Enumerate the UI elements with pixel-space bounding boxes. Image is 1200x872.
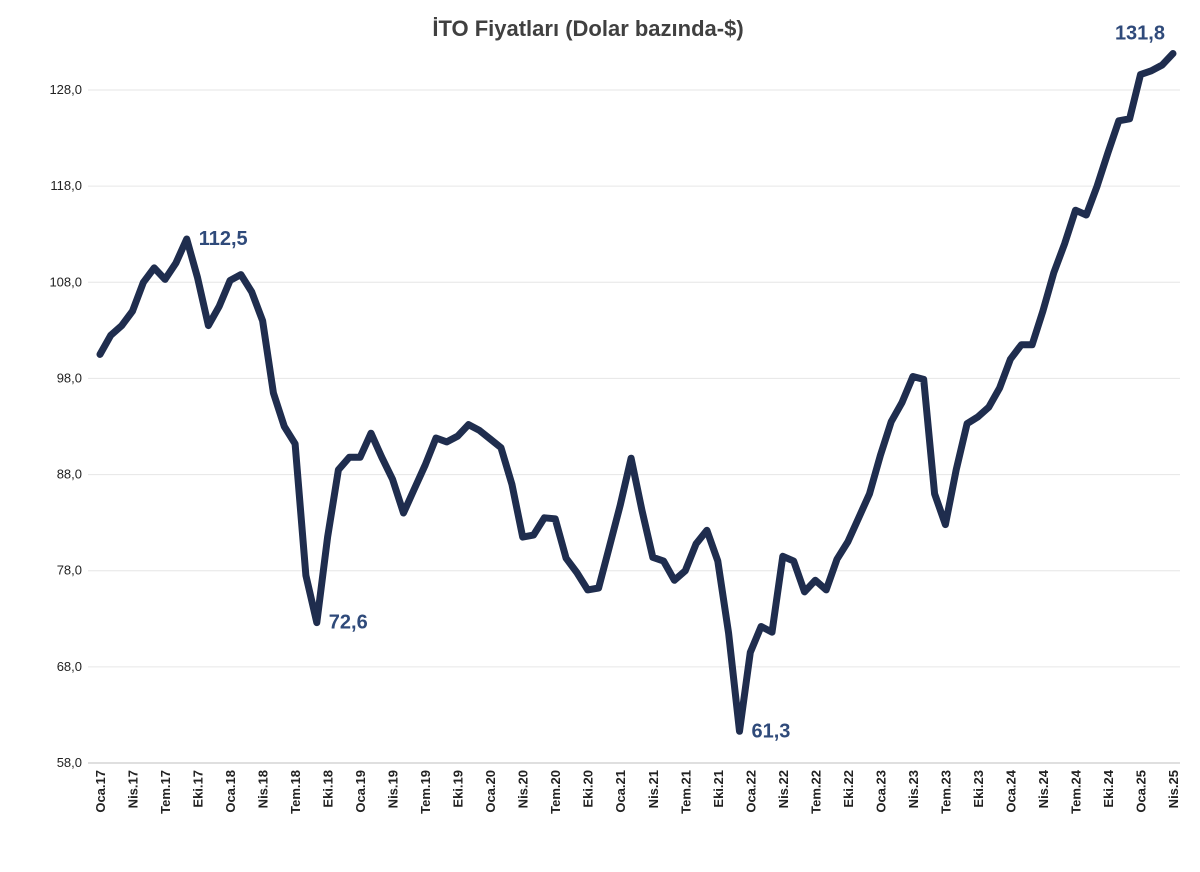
y-tick-label: 88,0 [57, 467, 82, 482]
y-tick-label: 108,0 [49, 274, 82, 289]
x-tick-label: Eki.22 [841, 770, 856, 808]
x-tick-label: Nis.19 [386, 770, 401, 808]
y-axis-tick-labels: 58,0 68,0 78,0 88,0 98,0 108,0 118,0 128,0 [49, 82, 82, 770]
x-tick-label: Oca.22 [743, 770, 758, 813]
x-tick-label: Nis.21 [646, 770, 661, 808]
y-tick-label: 68,0 [57, 659, 82, 674]
x-tick-label: Eki.18 [321, 770, 336, 808]
series-line [96, 50, 1177, 735]
data-labels: 112,5 72,6 61,3 131,8 [199, 22, 1165, 742]
y-tick-label: 98,0 [57, 370, 82, 385]
x-tick-label: Nis.24 [1036, 769, 1051, 808]
x-tick-label: Tem.21 [678, 770, 693, 814]
x-tick-label: Tem.22 [808, 770, 823, 814]
y-tick-label: 118,0 [50, 178, 82, 193]
x-tick-label: Tem.20 [548, 770, 563, 814]
x-tick-label: Tem.19 [418, 770, 433, 814]
x-tick-label: Nis.17 [126, 770, 141, 808]
x-tick-label: Eki.24 [1101, 769, 1116, 807]
gridlines [88, 89, 1180, 668]
y-tick-label: 58,0 [57, 755, 82, 770]
x-tick-label: Tem.23 [938, 770, 953, 814]
x-tick-label: Nis.25 [1166, 770, 1181, 808]
x-tick-label: Nis.22 [776, 770, 791, 808]
x-tick-label: Eki.19 [451, 770, 466, 808]
y-tick-label: 78,0 [57, 563, 82, 578]
x-tick-label: Oca.19 [353, 770, 368, 813]
data-label: 112,5 [199, 228, 248, 250]
x-tick-label: Eki.21 [711, 770, 726, 808]
chart-title: İTO Fiyatları (Dolar bazında-$) [432, 16, 743, 41]
x-tick-label: Oca.21 [613, 770, 628, 813]
x-tick-label: Oca.24 [1003, 769, 1018, 812]
x-tick-label: Oca.20 [483, 770, 498, 813]
x-tick-label: Nis.20 [516, 770, 531, 808]
x-tick-label: Oca.25 [1133, 770, 1148, 813]
x-tick-label: Tem.17 [158, 770, 173, 814]
data-label: 131,8 [1115, 22, 1165, 44]
x-tick-label: Eki.20 [581, 770, 596, 808]
x-tick-label: Tem.18 [288, 770, 303, 814]
data-label: 72,6 [329, 612, 368, 634]
x-tick-label: Eki.23 [971, 770, 986, 808]
x-tick-label: Nis.18 [256, 770, 271, 808]
x-tick-label: Oca.17 [93, 770, 108, 813]
x-tick-label: Tem.24 [1068, 769, 1083, 814]
x-axis-tick-labels: Oca.17 Nis.17 Tem.17 Eki.17 Oca.18 Nis.18 Tem.… [93, 769, 1181, 814]
series-group [96, 50, 1177, 735]
x-tick-label: Oca.18 [223, 770, 238, 813]
x-tick-label: Oca.23 [873, 770, 888, 813]
data-label: 61,3 [751, 720, 790, 742]
x-tick-label: Nis.23 [906, 770, 921, 808]
y-tick-label: 128,0 [49, 82, 82, 97]
x-tick-label: Eki.17 [191, 770, 206, 808]
